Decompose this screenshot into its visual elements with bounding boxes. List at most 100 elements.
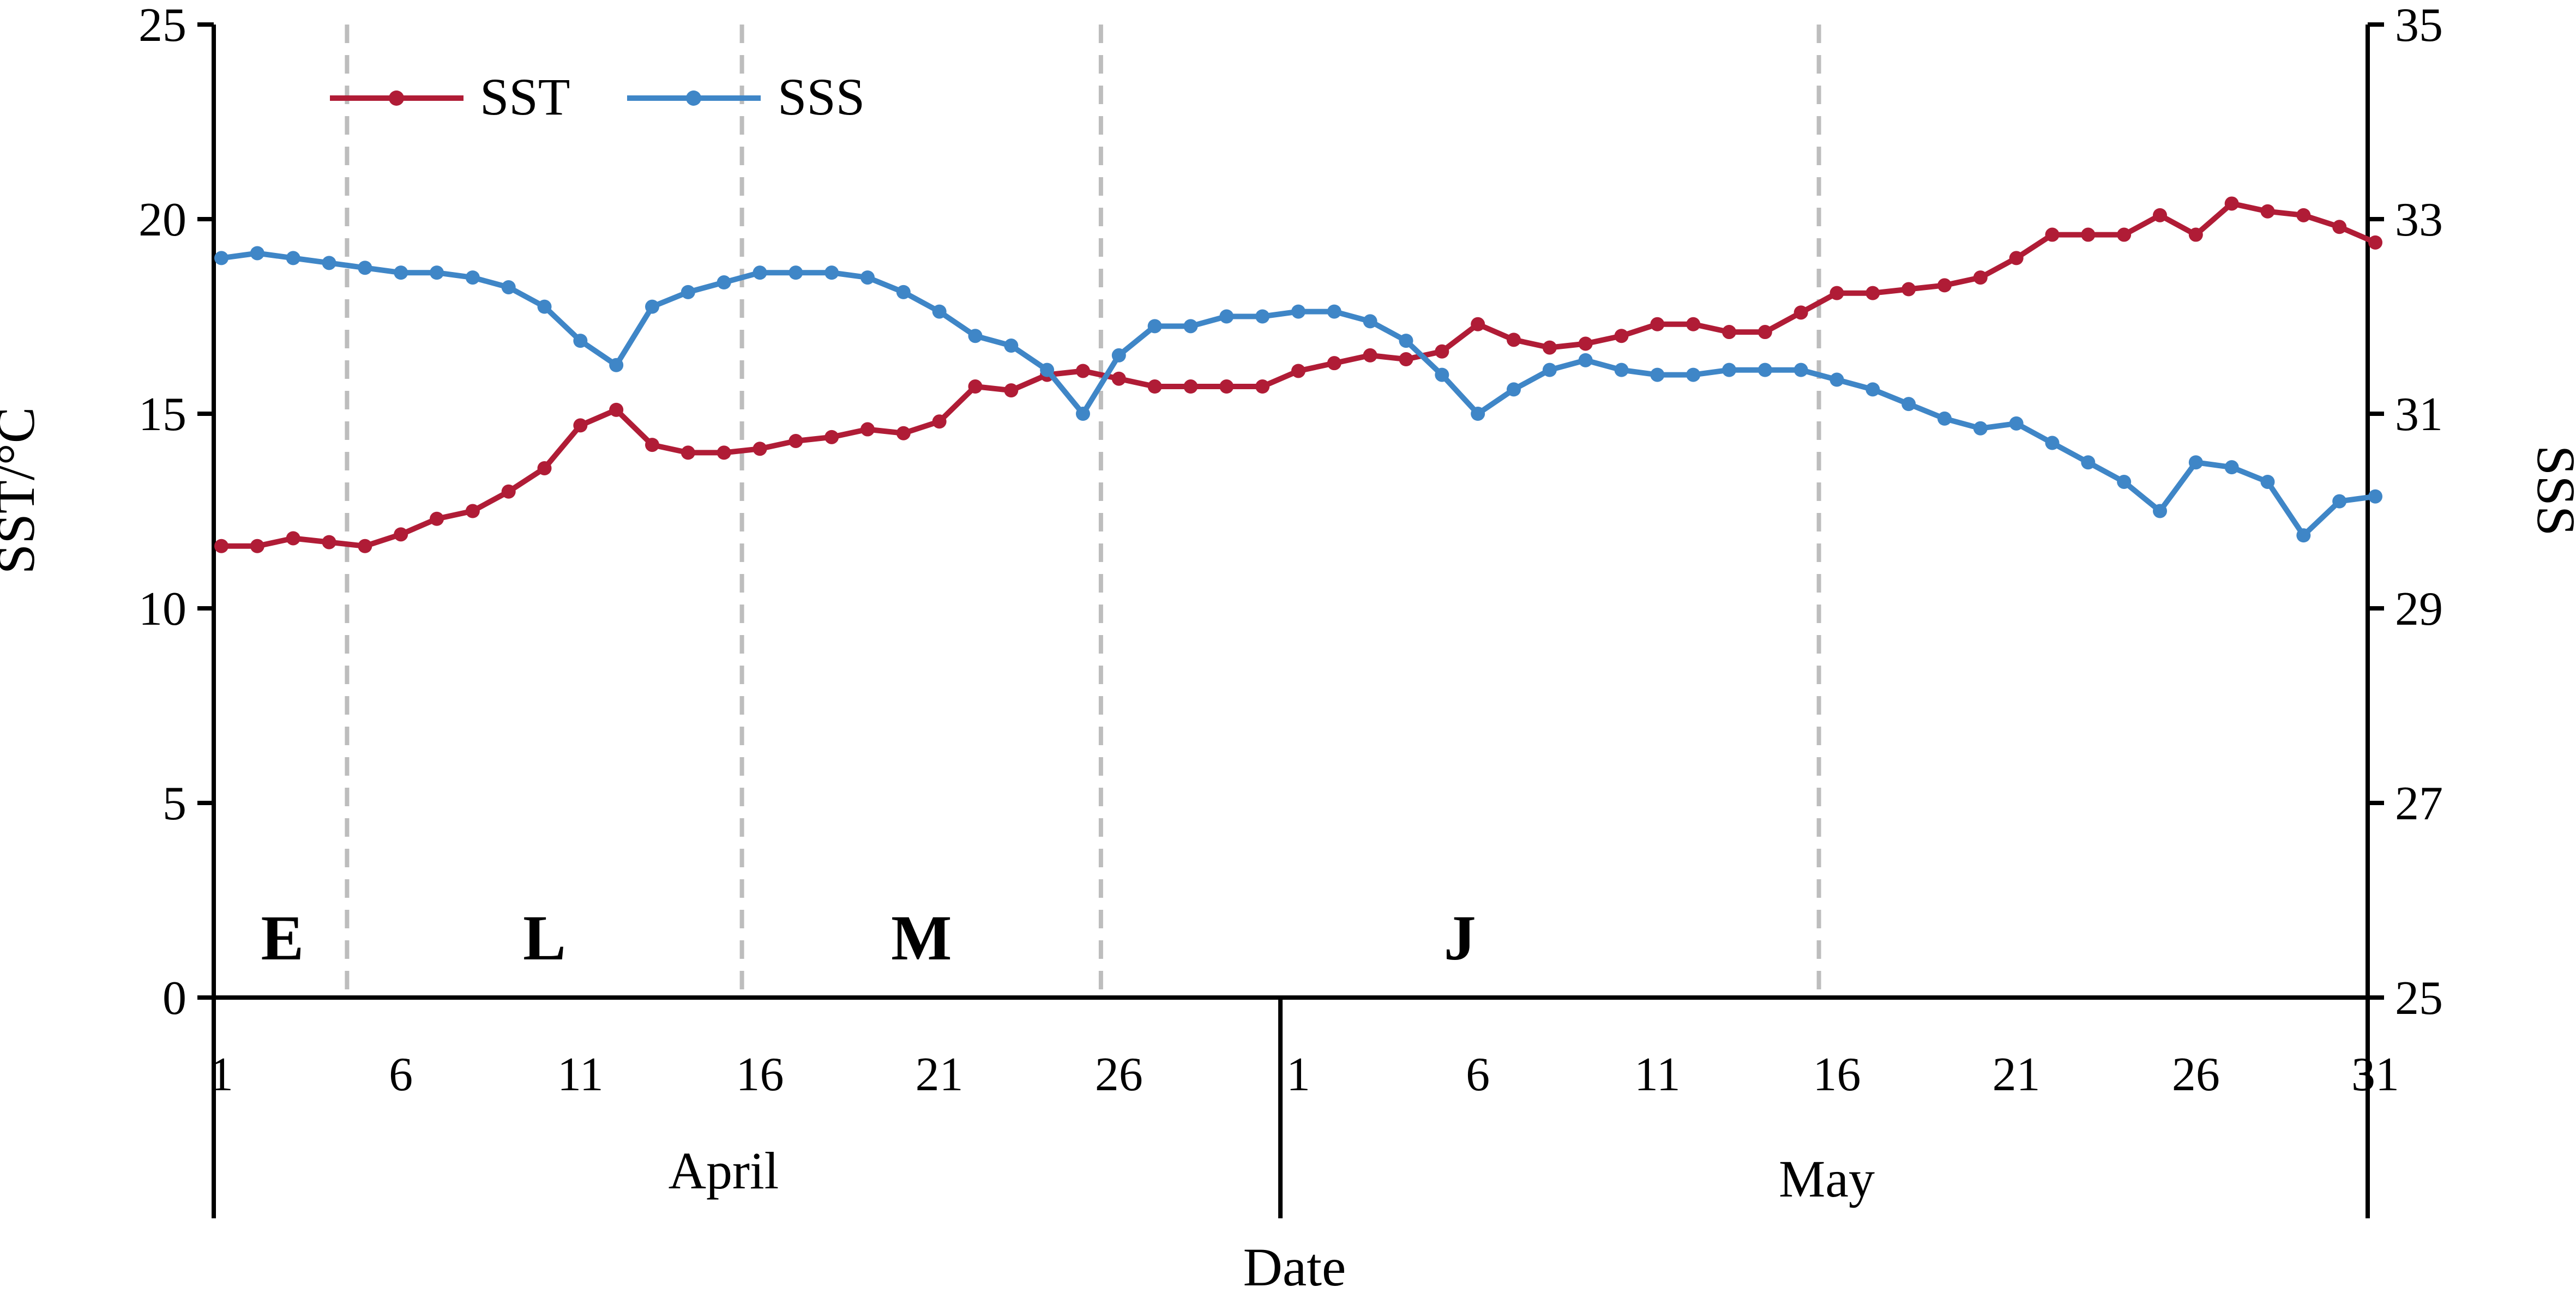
sss-point-56 [2188,455,2203,470]
sst-point-40 [1614,329,1629,343]
sst-point-14 [681,445,695,460]
y-axis-title-left: SST/°C [0,407,46,575]
sst-point-20 [896,426,911,440]
sss-point-21 [932,304,947,319]
sst-point-36 [1471,317,1485,331]
sss-point-18 [824,265,839,280]
sst-point-55 [2153,208,2167,222]
sss-point-9 [501,280,516,294]
legend [330,90,761,106]
legend-label-sss: SSS [778,68,865,126]
y-right-tick-label-33: 33 [2395,194,2443,246]
sss-point-14 [681,285,695,299]
sss-point-61 [2368,489,2382,504]
sss-point-10 [537,299,552,314]
sst-point-53 [2081,227,2096,242]
sst-point-31 [1291,364,1305,378]
sss-point-31 [1291,304,1305,319]
sst-point-43 [1722,325,1736,340]
sss-point-29 [1219,309,1234,324]
y-left-tick-label-15: 15 [139,388,186,441]
x-tick-label-9: 11 [1634,1048,1681,1101]
sst-point-11 [573,418,588,433]
sss-point-20 [896,285,911,299]
sss-point-60 [2332,494,2347,509]
sst-point-34 [1399,352,1413,367]
y-left-tick-label-25: 25 [139,0,186,52]
sss-point-57 [2224,460,2239,475]
x-axis-title: Date [1243,1237,1346,1296]
legend-label-sst: SST [480,68,570,126]
sss-point-3 [286,251,300,265]
x-tick-label-2: 6 [389,1048,413,1101]
sss-point-33 [1363,314,1377,329]
sst-point-5 [358,539,372,553]
sst-point-19 [860,422,875,437]
sst-point-61 [2368,235,2382,250]
sss-point-13 [645,299,659,314]
y-right-tick-label-31: 31 [2395,388,2443,441]
sss-point-41 [1650,367,1665,382]
sss-point-25 [1076,407,1090,421]
sst-point-28 [1183,379,1198,394]
sss-point-22 [968,329,983,343]
sss-point-54 [2117,474,2132,489]
sss-point-45 [1793,362,1808,377]
sst-point-52 [2045,227,2060,242]
sss-point-43 [1722,362,1736,377]
y-right-tick-label-27: 27 [2395,777,2443,830]
sss-point-49 [1937,411,1952,426]
sss-point-4 [322,256,336,270]
sss-point-15 [717,275,731,290]
x-tick-label-3: 11 [557,1048,604,1101]
y-right-tick-label-29: 29 [2395,583,2443,636]
x-tick-label-13: 31 [2351,1048,2399,1101]
sst-point-37 [1507,333,1521,347]
phase-label-j: J [1444,902,1476,974]
sst-point-18 [824,430,839,444]
sst-point-58 [2260,204,2275,219]
sss-point-39 [1578,353,1593,367]
sst-point-51 [2009,251,2024,265]
sst-point-44 [1758,325,1772,340]
sst-point-22 [968,379,983,394]
y-left-tick-label-10: 10 [139,583,186,636]
sst-point-38 [1542,340,1557,355]
sss-point-48 [1901,397,1916,412]
sst-point-50 [1973,270,1988,285]
sss-point-1 [214,251,228,265]
sss-point-6 [394,265,408,280]
sss-point-59 [2296,528,2311,543]
x-tick-label-11: 21 [1993,1048,2041,1101]
sst-point-2 [250,539,264,553]
labels-layer: SST/°C SSS Date April May SST SSS [0,68,2576,1297]
sss-point-23 [1004,339,1019,353]
sst-point-33 [1363,348,1377,362]
sss-point-8 [465,270,480,285]
sst-point-13 [645,438,659,452]
sss-point-27 [1147,319,1162,334]
sss-point-37 [1507,382,1521,397]
sst-point-8 [465,504,480,518]
sst-point-48 [1901,282,1916,297]
sss-point-2 [250,246,264,261]
sst-point-39 [1578,336,1593,351]
sss-series-line [221,250,2376,539]
sss-point-30 [1255,309,1270,324]
sss-point-47 [1865,382,1880,397]
sss-point-26 [1111,348,1126,362]
sss-point-50 [1973,421,1988,436]
sst-point-45 [1793,305,1808,320]
sst-point-25 [1076,364,1090,378]
sst-point-42 [1686,317,1701,331]
y-left-tick-label-5: 5 [162,777,186,830]
sst-point-21 [932,414,947,429]
x-tick-label-6: 26 [1095,1048,1143,1101]
sss-point-24 [1040,362,1055,377]
sss-point-46 [1829,372,1844,387]
y-right-tick-label-25: 25 [2395,972,2443,1025]
sst-point-12 [609,402,624,417]
